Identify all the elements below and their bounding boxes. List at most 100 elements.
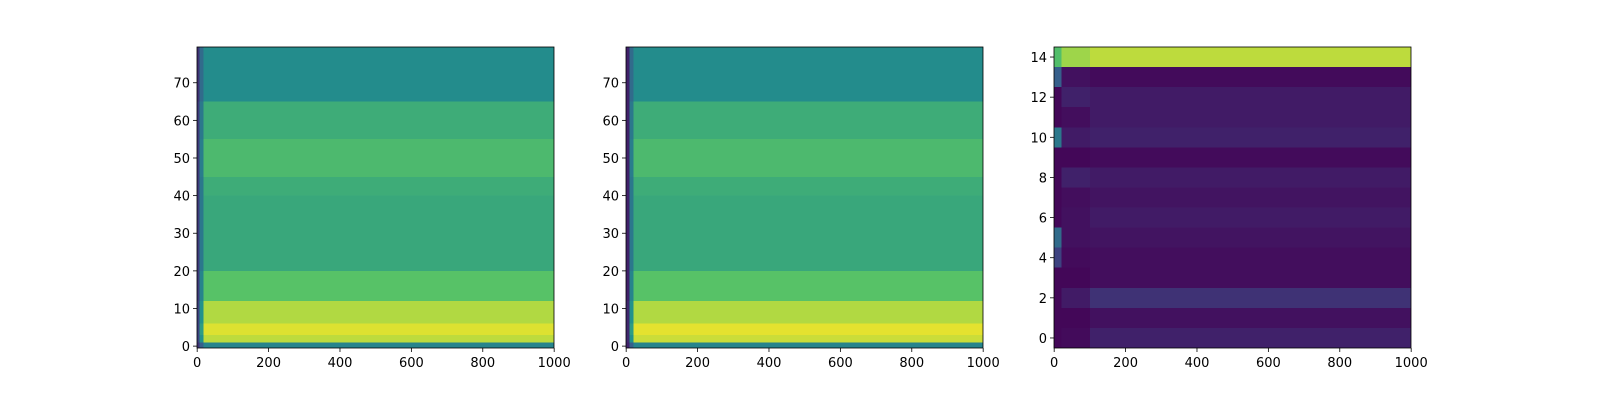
heatmap-cell [1054,47,1062,68]
heatmap-cell [629,176,634,196]
heatmap-cell [1089,127,1411,148]
x-tick-label: 400 [1185,356,1210,371]
y-tick-label: 30 [173,227,190,242]
heatmap-cell [203,195,555,271]
heatmap-cell [1054,187,1062,208]
x-tick-label: 0 [622,356,630,371]
heatmap-cell [629,47,634,102]
heatmap-cell [626,342,630,348]
y-tick-label: 70 [173,77,190,92]
heatmap-cell [197,300,200,324]
x-tick-label: 200 [685,356,710,371]
heatmap-cell [626,47,630,102]
heatmap-cell [1061,247,1090,268]
heatmap-cell [197,47,200,102]
heatmap-cell [1054,67,1062,88]
heatmap-cell [633,300,983,324]
y-tick-label: 60 [173,114,190,129]
y-tick-label: 10 [1030,131,1047,146]
heatmap-cell [1054,287,1062,308]
x-tick-label: 600 [828,356,853,371]
heatmap-cell [203,334,555,343]
x-tick-label: 0 [193,356,201,371]
heatmap-cell [1054,127,1062,148]
y-tick-label: 12 [1030,91,1047,106]
x-tick-label: 1000 [1395,356,1428,371]
heatmap-cell [203,342,555,348]
heatmap-cell [1061,267,1090,288]
heatmap-cell [199,270,204,301]
y-tick-label: 10 [173,302,190,317]
heatmap-cell [1089,227,1411,248]
heatmap-cell [197,101,200,140]
x-tick-label: 200 [256,356,281,371]
heatmap-cell [633,139,983,177]
heatmap-cell [1054,167,1062,188]
heatmap-cell [1061,47,1090,68]
x-tick-label: 1000 [538,356,571,371]
heatmap-cell [1054,327,1062,348]
y-tick-label: 4 [1039,252,1047,267]
heatmap-cell [199,323,204,335]
heatmap-cell [1061,127,1090,148]
heatmap-cell [203,176,555,196]
y-tick-label: 40 [173,190,190,205]
x-tick-label: 400 [328,356,353,371]
y-tick-label: 50 [173,152,190,167]
heatmap-cell [1054,107,1062,128]
heatmap-cell [629,300,634,324]
heatmap-cell [1061,227,1090,248]
heatmap-cell [629,323,634,335]
y-tick-label: 0 [611,340,619,355]
y-tick-label: 30 [602,227,619,242]
heatmap-cell [1061,307,1090,328]
heatmap-cell [197,139,200,177]
x-tick-label: 800 [470,356,495,371]
heatmap-cell [199,195,204,271]
x-tick-label: 600 [399,356,424,371]
heatmap-cell [1089,247,1411,268]
heatmap-cell [197,323,200,335]
y-tick-label: 2 [1039,292,1047,307]
heatmap-cell [1061,147,1090,168]
heatmap-cell [199,300,204,324]
heatmap-cell [203,323,555,335]
x-tick-label: 800 [899,356,924,371]
heatmap-cell [633,323,983,335]
heatmap-cell [199,342,204,348]
heatmap-cell [633,47,983,102]
axes-frame [625,46,984,349]
x-tick-label: 1000 [967,356,1000,371]
heatmap-cell [1089,267,1411,288]
heatmap-cell [1054,87,1062,108]
heatmap-cell [203,270,555,301]
axes-frame [1053,46,1412,349]
heatmap-cell [1061,67,1090,88]
y-tick-label: 8 [1039,171,1047,186]
heatmap-cell [1061,187,1090,208]
heatmap-cell [199,47,204,102]
heatmap-cell [626,270,630,301]
heatmap-cell [1054,307,1062,328]
heatmap-cell [633,342,983,348]
x-tick-label: 800 [1327,356,1352,371]
heatmap-cell [1061,87,1090,108]
heatmap-cell [629,270,634,301]
heatmap-cell [626,139,630,177]
heatmap-cell [1054,247,1062,268]
heatmap-cell [203,139,555,177]
heatmap-cell [1054,227,1062,248]
heatmap-cell [1089,307,1411,328]
heatmap-cell [1089,87,1411,108]
heatmap-cell [203,47,555,102]
heatmap-cell [197,342,200,348]
heatmap-cell [1061,167,1090,188]
y-tick-label: 10 [602,302,619,317]
heatmap-cell [199,139,204,177]
heatmap-cell [633,195,983,271]
heatmap-cell [633,101,983,140]
y-tick-label: 20 [173,265,190,280]
heatmap-cell [626,323,630,335]
axes-frame [196,46,555,349]
heatmap-cell [203,101,555,140]
